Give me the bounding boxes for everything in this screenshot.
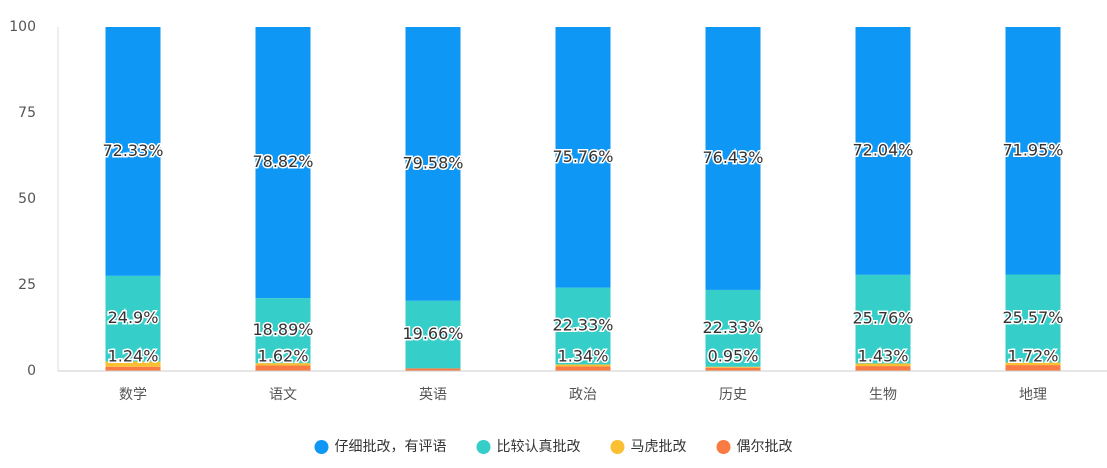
bar-segment: [855, 27, 911, 275]
value-label: 75.76%: [552, 147, 613, 166]
x-tick-label: 语文: [269, 387, 297, 403]
bar-segment: [1005, 362, 1061, 366]
value-label: 1.43%: [858, 347, 909, 366]
y-tick-label: 25: [18, 277, 36, 293]
value-label: 71.95%: [1002, 140, 1063, 159]
bar-segment: [855, 363, 911, 367]
y-tick-label: 50: [18, 191, 36, 207]
value-label: 1.34%: [558, 347, 609, 366]
bar-segment: [555, 366, 611, 371]
value-label: 19.66%: [402, 324, 463, 343]
legend-swatch: [314, 440, 329, 454]
bar-segment: [405, 300, 461, 369]
bar-segment: [1005, 274, 1061, 363]
legend-label: 偶尔批改: [737, 439, 793, 455]
value-label: 1.24%: [108, 347, 159, 366]
legend-item[interactable]: 马虎批改: [610, 439, 687, 455]
value-label: 72.04%: [852, 140, 913, 159]
value-label: 79.58%: [402, 153, 463, 172]
bar-segment: [555, 364, 611, 367]
bar-segment: [255, 27, 311, 299]
value-label: 1.72%: [1008, 347, 1059, 366]
value-label: 24.9%: [108, 308, 159, 327]
bar-segment: [255, 365, 311, 371]
legend-swatch: [476, 440, 491, 454]
legend-label: 比较认真批改: [497, 439, 581, 455]
bar-segment: [1005, 365, 1061, 371]
value-label: 0.95%: [708, 347, 759, 366]
value-label: 78.82%: [252, 152, 313, 171]
value-label: 25.76%: [852, 309, 913, 328]
x-tick-label: 生物: [869, 387, 897, 403]
value-label: 72.33%: [102, 141, 163, 160]
legend-item[interactable]: 比较认真批改: [476, 439, 581, 455]
legend-label: 马虎批改: [631, 439, 687, 455]
value-label: 22.33%: [552, 316, 613, 335]
legend-label: 仔细批改，有评语: [335, 439, 447, 455]
x-tick-label: 数学: [119, 387, 147, 403]
bar-segment: [105, 27, 161, 276]
bar-segment: [855, 274, 911, 364]
bar-segment: [555, 27, 611, 288]
bar-segment: [1005, 27, 1061, 275]
legend-item[interactable]: 仔细批改，有评语: [314, 439, 447, 455]
bar-segment: [105, 366, 161, 371]
bar-segment: [855, 366, 911, 371]
x-tick-label: 历史: [719, 387, 747, 403]
bar-segment: [555, 287, 611, 365]
bar-segment: [105, 275, 161, 362]
bar-segment: [705, 289, 761, 367]
bar-segment: [255, 363, 311, 366]
bar-segment: [405, 27, 461, 301]
bar-segment: [255, 298, 311, 364]
legend-swatch: [716, 440, 731, 454]
legend-swatch: [610, 440, 625, 454]
bar-segment: [405, 368, 461, 371]
legend-item[interactable]: 偶尔批改: [716, 439, 793, 455]
value-label: 22.33%: [702, 318, 763, 337]
value-label: 18.89%: [252, 320, 313, 339]
y-tick-label: 75: [18, 105, 36, 121]
bar-segment: [105, 361, 161, 367]
legend: 仔细批改，有评语 比较认真批改 马虎批改 偶尔批改: [314, 439, 793, 455]
x-tick-label: 地理: [1019, 387, 1047, 403]
x-tick-label: 政治: [569, 387, 597, 403]
value-label: 76.43%: [702, 148, 763, 167]
y-tick-label: 100: [9, 19, 36, 35]
value-label: 25.57%: [1002, 308, 1063, 327]
x-tick-label: 英语: [419, 386, 447, 403]
bar-segment: [705, 27, 761, 290]
bar-segment: [705, 367, 761, 371]
y-tick-label: 0: [27, 363, 36, 379]
bar-segment: [705, 366, 761, 368]
value-label: 1.62%: [258, 347, 309, 366]
